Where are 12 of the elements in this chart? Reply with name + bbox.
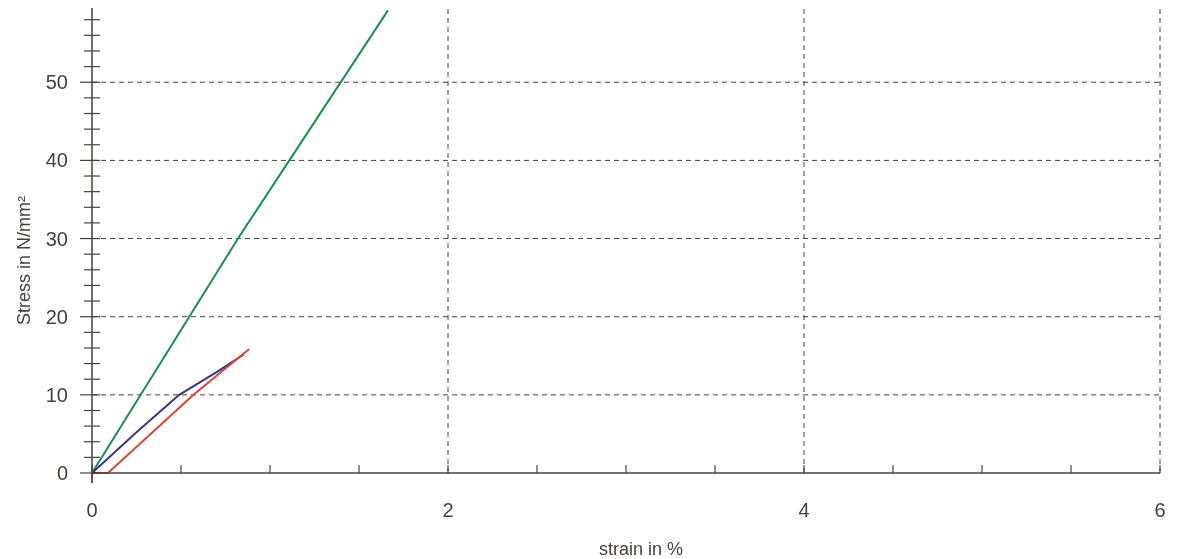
- y-tick-label: 50: [45, 71, 68, 94]
- y-tick-label: 10: [45, 383, 68, 406]
- y-axis-title: Stress in N/mm²: [14, 195, 34, 326]
- x-axis-title: strain in %: [598, 539, 684, 559]
- y-tick-label: 0: [56, 462, 68, 484]
- y-tick-label: 40: [45, 149, 68, 172]
- y-tick-label: 20: [45, 305, 68, 328]
- x-tick-label: 4: [798, 499, 810, 521]
- x-tick-label: 6: [1154, 499, 1166, 521]
- x-tick-label: 0: [86, 499, 98, 521]
- x-tick-label: 2: [442, 499, 454, 521]
- y-tick-label: 30: [45, 227, 68, 250]
